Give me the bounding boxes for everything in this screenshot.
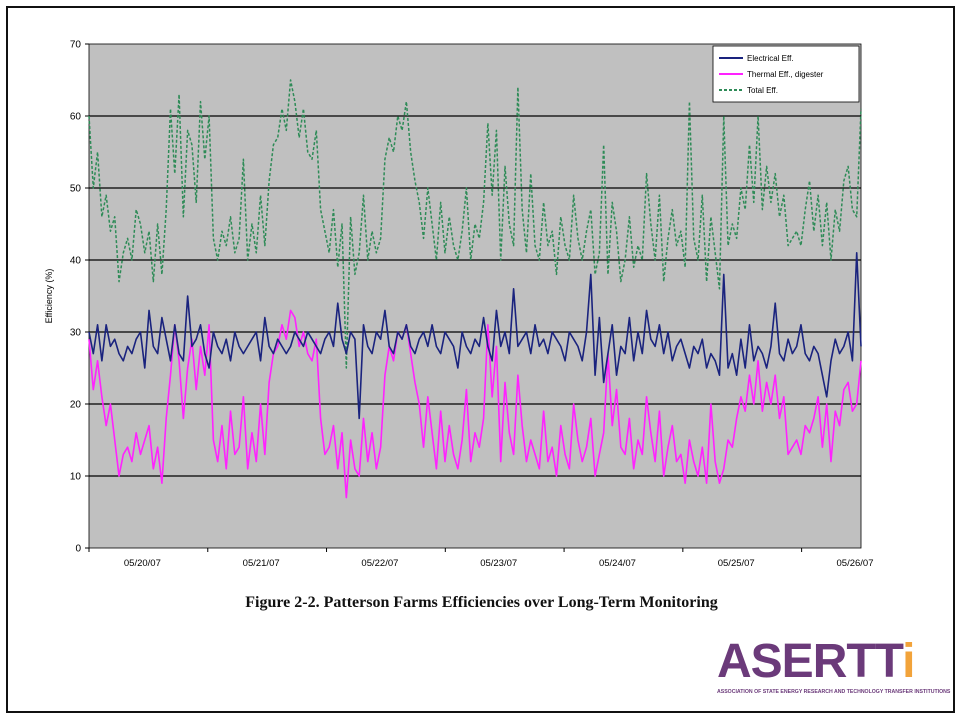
logo-wordmark: ASERTTi [717,635,916,688]
x-tick-label: 05/23/07 [480,558,517,569]
y-axis-label: Efficiency (%) [44,269,54,324]
page-frame [6,6,955,713]
series-line-thermal-eff-digester [88,309,862,499]
y-tick-label: 70 [70,40,82,51]
x-tick-label: 05/20/07 [124,558,161,569]
x-tick-label: 05/22/07 [361,558,398,569]
y-tick-label: 40 [70,256,82,267]
y-tick-label: 50 [70,184,82,195]
y-tick-label: 30 [70,328,82,339]
legend-label: Thermal Eff., digester [747,70,824,79]
x-tick-label: 05/21/07 [243,558,280,569]
legend: Electrical Eff. Thermal Eff., digester Tot… [712,45,860,103]
x-tick-label: 05/25/07 [718,558,755,569]
legend-label: Total Eff. [747,86,778,95]
series-line-electrical-eff [88,252,862,420]
y-tick-label: 10 [70,472,82,483]
asertti-logo: ASERTTi ASSOCIATION OF STATE ENERGY RESE… [717,635,951,708]
logo-tagline: ASSOCIATION OF STATE ENERGY RESEARCH AND… [717,689,951,695]
x-axis-ticks: 05/20/07 05/21/07 05/22/07 05/23/07 05/24/07… [88,548,874,569]
series-layer [88,79,862,499]
legend-label: Electrical Eff. [747,54,794,63]
x-tick-label: 05/24/07 [599,558,636,569]
y-tick-label: 60 [70,112,82,123]
series-line-total-eff [88,79,862,369]
x-tick-label: 05/26/07 [837,558,874,569]
efficiency-chart: 0 10 20 30 40 50 60 70 05/20/07 05/21/07 05/22/07… [44,40,874,570]
y-tick-label: 20 [70,400,82,411]
plot-area [88,43,862,549]
figure-caption: Figure 2-2. Patterson Farms Efficiencies… [245,594,718,611]
y-axis-ticks: 0 10 20 30 40 50 60 70 [70,40,89,555]
y-tick-label: 0 [75,544,81,555]
